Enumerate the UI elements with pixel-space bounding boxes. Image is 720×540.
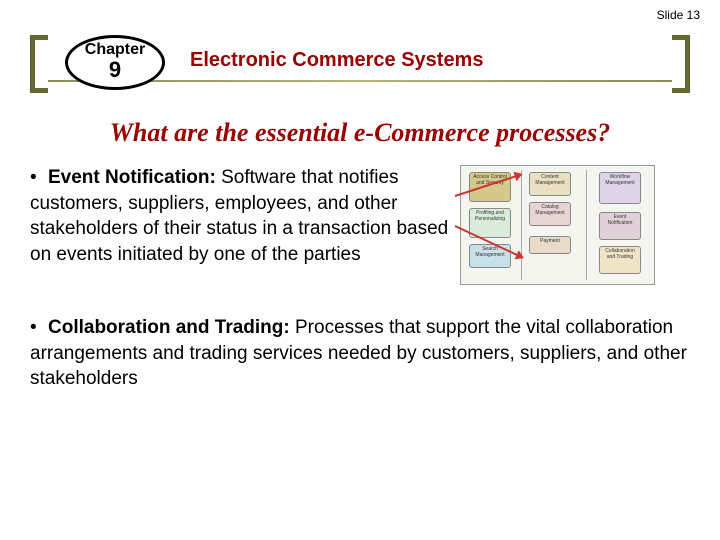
diagram-mini-box: Content Management [529, 172, 571, 196]
slide-number: Slide 13 [657, 8, 700, 22]
bullet-2-term: Collaboration and Trading: [48, 317, 290, 338]
header-frame: Chapter 9 Electronic Commerce Systems [30, 35, 690, 95]
bullet-2: •Collaboration and Trading: Processes th… [30, 315, 690, 392]
slide-title: Electronic Commerce Systems [190, 49, 483, 72]
content-area: •Event Notification: Software that notif… [30, 165, 690, 422]
diagram-mini-box: Workflow Management [599, 172, 641, 204]
bracket-left [30, 35, 48, 93]
diagram-divider-1 [521, 170, 522, 280]
bullet-dot: • [30, 165, 48, 191]
bullet-row-1: •Event Notification: Software that notif… [30, 165, 690, 285]
diagram-mini-box: Event Notification [599, 212, 641, 240]
diagram-mini-box: Collaboration and Trading [599, 246, 641, 274]
diagram-mini-box: Catalog Management [529, 202, 571, 226]
chapter-label: Chapter [85, 42, 145, 58]
slide-question: What are the essential e-Commerce proces… [0, 118, 720, 148]
diagram-mini-box: Payment [529, 236, 571, 254]
diagram-divider-2 [586, 170, 587, 280]
bullet-1: •Event Notification: Software that notif… [30, 165, 450, 285]
diagram-mini-box: Access Control and Security [469, 172, 511, 202]
bracket-right [672, 35, 690, 93]
bullet-dot: • [30, 315, 48, 341]
chapter-badge: Chapter 9 [65, 35, 165, 90]
bullet-1-term: Event Notification: [48, 167, 216, 188]
bullet-row-2: •Collaboration and Trading: Processes th… [30, 315, 690, 392]
chapter-number: 9 [109, 58, 121, 82]
